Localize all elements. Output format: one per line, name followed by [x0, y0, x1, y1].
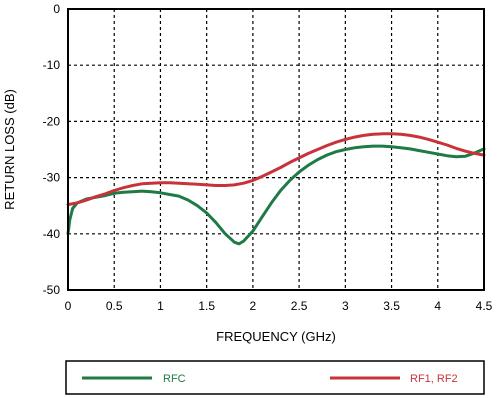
- plot-frame: [67, 8, 485, 291]
- legend: RFC RF1, RF2: [65, 360, 485, 395]
- x-tick-label: 2.5: [291, 299, 308, 313]
- y-tick-labels: 0 -10 -20 -30 -40 -50: [43, 2, 61, 297]
- series-line-rf1-rf2: [66, 132, 486, 207]
- x-tick-label: 3.5: [383, 299, 400, 313]
- y-axis-title: RETURN LOSS (dB): [2, 89, 17, 210]
- legend-label-rf1-rf2: RF1, RF2: [410, 373, 458, 385]
- grid-lines: [68, 9, 484, 290]
- legend-label-rfc: RFC: [163, 373, 186, 385]
- series-lines: [66, 132, 486, 246]
- x-tick-label: 0: [65, 299, 72, 313]
- y-tick-label: -20: [43, 114, 61, 128]
- y-tick-label: -30: [43, 171, 61, 185]
- y-tick-label: -40: [43, 227, 61, 241]
- x-tick-label: 4.5: [476, 299, 493, 313]
- series-line-rfc: [66, 144, 486, 246]
- x-tick-label: 4: [434, 299, 441, 313]
- y-tick-label: 0: [53, 2, 60, 16]
- x-tick-label: 2: [250, 299, 257, 313]
- x-tick-label: 1.5: [198, 299, 215, 313]
- x-tick-label: 1: [157, 299, 164, 313]
- x-tick-label: 3: [342, 299, 349, 313]
- x-tick-labels: 0 0.5 1 1.5 2 2.5 3 3.5 4 4.5: [65, 299, 493, 313]
- x-tick-label: 0.5: [106, 299, 123, 313]
- y-tick-label: -50: [43, 283, 61, 297]
- y-tick-label: -10: [43, 58, 61, 72]
- x-axis-title: FREQUENCY (GHz): [216, 329, 336, 344]
